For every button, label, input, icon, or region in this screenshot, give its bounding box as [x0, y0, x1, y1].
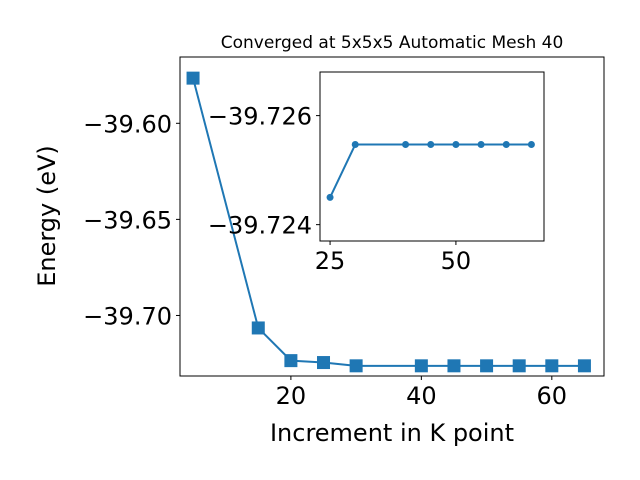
main-y-tick-label: −39.60 [83, 110, 172, 138]
main-data-point [545, 359, 559, 373]
x-axis-title: Increment in K point [270, 419, 514, 447]
main-data-point [414, 359, 428, 373]
main-data-point [317, 356, 331, 370]
main-data-point [349, 359, 363, 373]
main-data-point [186, 71, 200, 85]
inset-y-tick-label: −39.726 [208, 103, 312, 131]
main-series [186, 71, 591, 373]
inset-data-point [402, 141, 410, 149]
main-x-tick-label: 20 [276, 382, 307, 410]
main-data-point [577, 359, 591, 373]
inset-data-point [452, 141, 460, 149]
inset-plot-frame [319, 71, 545, 242]
main-axis-ticks: 20 40 60 −39.60 −39.65 −39.70 [83, 110, 567, 410]
main-data-point [512, 359, 526, 373]
main-data-point [480, 359, 494, 373]
inset-data-point [351, 141, 359, 149]
main-x-tick-label: 40 [406, 382, 437, 410]
main-y-tick-label: −39.70 [83, 302, 172, 330]
inset-data-point [527, 141, 535, 149]
inset-data-point [326, 193, 334, 201]
main-data-point [284, 354, 298, 368]
inset-x-tick-label: 25 [315, 247, 346, 275]
inset-y-tick-label: −39.724 [208, 212, 312, 240]
inset-data-point [477, 141, 485, 149]
main-plot-frame [179, 56, 605, 377]
inset-series [326, 141, 535, 201]
main-x-tick-label: 60 [537, 382, 568, 410]
main-data-point [251, 321, 265, 335]
inset-data-point [502, 141, 510, 149]
main-data-point [447, 359, 461, 373]
inset-series-line [329, 143, 532, 198]
inset-axis-ticks: 25 50 −39.726 −39.724 [208, 103, 471, 275]
main-y-tick-label: −39.65 [83, 206, 172, 234]
inset-x-tick-label: 50 [441, 247, 472, 275]
inset-data-point [427, 141, 435, 149]
y-axis-title: Energy (eV) [33, 145, 61, 287]
chart-title: Converged at 5x5x5 Automatic Mesh 40 [221, 33, 564, 53]
inset-plot-background [320, 72, 544, 241]
